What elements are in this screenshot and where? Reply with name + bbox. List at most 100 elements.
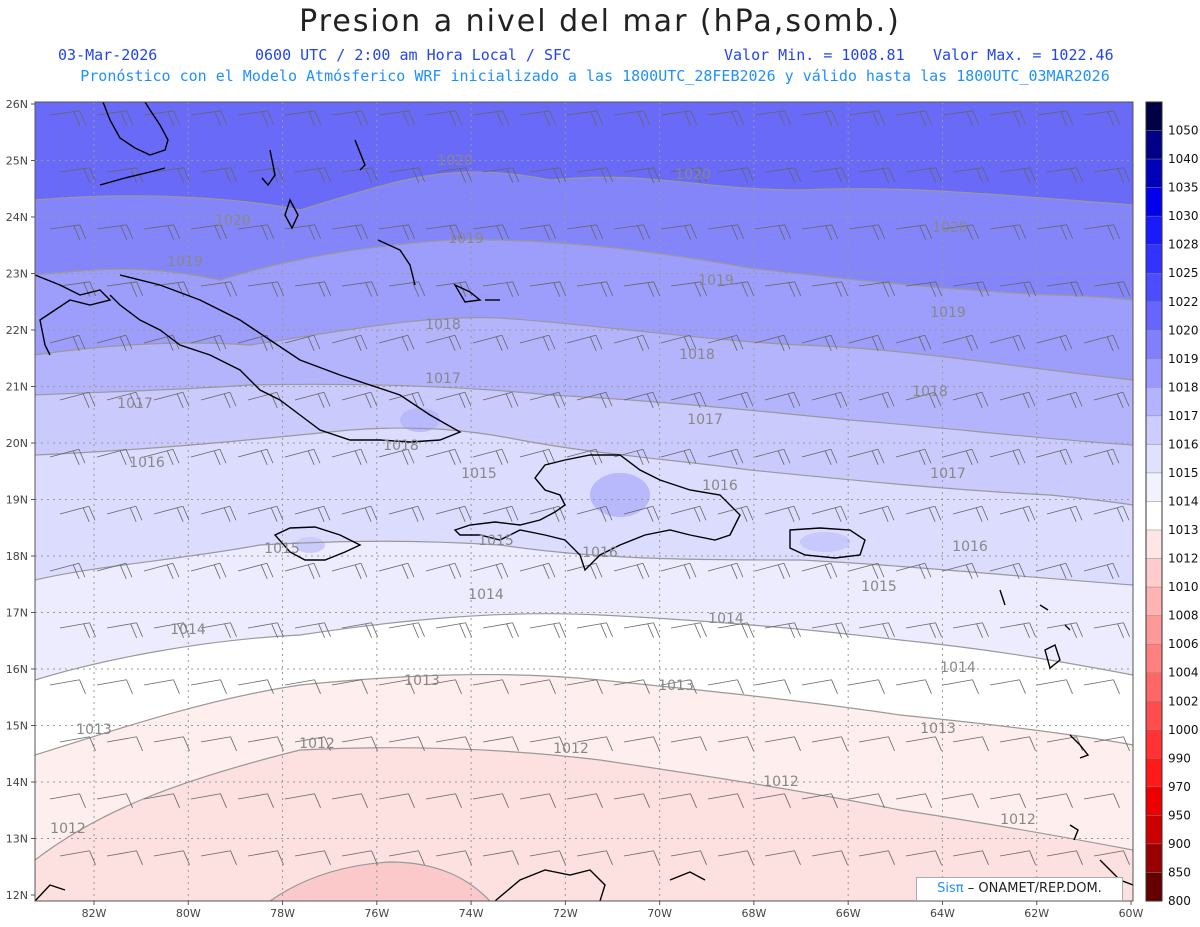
- wind-barb: [153, 505, 190, 522]
- wind-barb: [519, 110, 557, 126]
- wind-barb: [801, 334, 838, 351]
- wind-barb: [989, 224, 1027, 240]
- wind-barb: [190, 224, 228, 240]
- wind-barb: [801, 110, 839, 126]
- isobar-label: 1018: [383, 438, 419, 454]
- wind-barb: [670, 281, 708, 297]
- wind-barb: [1046, 281, 1084, 297]
- wind-barb: [388, 505, 425, 522]
- isobar-label: 1013: [76, 722, 112, 738]
- wind-barb: [200, 850, 237, 865]
- wind-barb: [1083, 562, 1120, 579]
- wind-barb: [905, 622, 942, 638]
- wind-barb: [801, 224, 839, 240]
- wind-barb: [472, 110, 510, 126]
- wind-barb: [294, 622, 331, 638]
- wind-barb: [388, 391, 425, 408]
- wind-barb: [284, 334, 321, 351]
- wind-barb: [106, 622, 143, 638]
- lat-tick-label: 21N: [6, 381, 28, 394]
- isobar-labels: 1020 1020 1020 1020 1019 1019 1019 1019 1018 1018…: [50, 153, 1036, 837]
- sispi-logo: Sisπ: [937, 881, 964, 896]
- wind-barb: [200, 391, 237, 408]
- wind-barb: [519, 448, 556, 465]
- wind-barb: [754, 679, 791, 694]
- colorbar-swatch: [1145, 187, 1163, 217]
- colorbar-swatch: [1145, 215, 1163, 245]
- wind-barb: [613, 448, 650, 465]
- wind-barb: [331, 793, 368, 808]
- wind-barb: [1093, 850, 1130, 865]
- wind-barb: [895, 793, 932, 808]
- wind-barb: [237, 110, 275, 126]
- colorbar-swatch: [1145, 872, 1163, 902]
- wind-barb: [59, 281, 97, 297]
- wind-barb: [999, 622, 1036, 638]
- wind-barb: [472, 334, 509, 351]
- isobar-label: 1018: [679, 347, 715, 363]
- wind-barb: [284, 679, 321, 694]
- colorbar-label: 850: [1168, 865, 1191, 879]
- wind-barb: [425, 562, 462, 579]
- wind-barb: [999, 736, 1036, 751]
- lon-tick-label: 80W: [176, 907, 201, 920]
- wind-barb: [613, 334, 650, 351]
- wind-barb: [435, 281, 473, 297]
- wind-barb: [858, 736, 895, 751]
- colorbar-swatch: [1145, 815, 1163, 845]
- wind-barb: [670, 167, 708, 183]
- wind-barb: [707, 679, 744, 694]
- plot-frame: [34, 101, 1134, 902]
- lat-tick-label: 25N: [6, 155, 28, 168]
- wind-barb: [59, 505, 96, 522]
- wind-barb: [811, 505, 848, 522]
- wind-barb: [754, 793, 791, 808]
- isobar-label: 1017: [425, 371, 461, 387]
- wind-barb: [942, 562, 979, 579]
- isobar-label: 1016: [582, 545, 618, 561]
- isobar-label: 1019: [448, 231, 484, 247]
- wind-barb: [425, 224, 463, 240]
- colorbar-swatch: [1145, 758, 1163, 788]
- isobar-label: 1017: [687, 412, 723, 428]
- wind-barb: [811, 281, 849, 297]
- isobar-label: 1020: [215, 213, 251, 229]
- lat-tick-label: 16N: [6, 663, 28, 676]
- colorbar-label: 1014: [1168, 495, 1199, 509]
- isobar-label: 1018: [425, 317, 461, 333]
- wind-barb: [1083, 793, 1120, 808]
- wind-barb: [1083, 448, 1120, 465]
- wind-barb: [811, 167, 849, 183]
- colorbar-swatch: [1145, 586, 1163, 616]
- longitude-axis: 82W 80W 78W 76W 74W 72W 70W 68W 66W 64W 62W 60W: [82, 901, 1144, 920]
- lat-tick-label: 24N: [6, 211, 28, 224]
- colorbar-swatch: [1145, 387, 1163, 417]
- lon-tick-label: 82W: [82, 907, 107, 920]
- wind-barb: [566, 448, 603, 465]
- wind-barb: [905, 281, 943, 297]
- colorbar-swatch: [1145, 643, 1163, 673]
- wind-barb: [660, 448, 697, 465]
- wind-barb: [905, 167, 943, 183]
- colorbar-swatch: [1145, 415, 1163, 445]
- wind-barb: [858, 167, 896, 183]
- lon-tick-label: 78W: [270, 907, 295, 920]
- wind-barb: [811, 736, 848, 751]
- lon-tick-label: 76W: [364, 907, 389, 920]
- wind-barb: [717, 850, 754, 865]
- wind-barb: [378, 448, 415, 465]
- wind-barb: [49, 334, 86, 351]
- wind-barb: [435, 167, 473, 183]
- lat-tick-label: 14N: [6, 776, 28, 789]
- wind-barb: [341, 391, 378, 408]
- wind-barb: [59, 167, 97, 183]
- wind-barb: [482, 391, 519, 408]
- wind-barb: [59, 622, 96, 638]
- wind-barb: [717, 281, 755, 297]
- wind-barb: [247, 622, 284, 638]
- wind-barb: [190, 793, 227, 808]
- wind-barb: [1036, 448, 1073, 465]
- colorbar-label: 1006: [1168, 637, 1199, 651]
- wind-barb: [670, 850, 707, 865]
- wind-barb: [660, 224, 698, 240]
